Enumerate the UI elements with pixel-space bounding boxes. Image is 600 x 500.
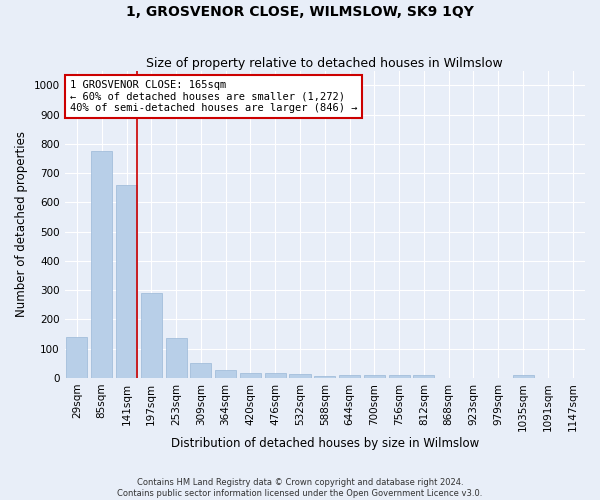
Text: Contains HM Land Registry data © Crown copyright and database right 2024.
Contai: Contains HM Land Registry data © Crown c…	[118, 478, 482, 498]
Bar	[190, 362, 211, 378]
Bar	[215, 370, 236, 378]
Bar	[364, 375, 385, 378]
Bar	[240, 372, 261, 378]
Bar	[389, 375, 410, 378]
Text: 1, GROSVENOR CLOSE, WILMSLOW, SK9 1QY: 1, GROSVENOR CLOSE, WILMSLOW, SK9 1QY	[126, 5, 474, 19]
Bar	[289, 374, 311, 378]
Text: 1 GROSVENOR CLOSE: 165sqm
← 60% of detached houses are smaller (1,272)
40% of se: 1 GROSVENOR CLOSE: 165sqm ← 60% of detac…	[70, 80, 357, 113]
Bar	[67, 337, 88, 378]
Bar	[314, 376, 335, 378]
Bar	[91, 151, 112, 378]
Bar	[141, 293, 162, 378]
X-axis label: Distribution of detached houses by size in Wilmslow: Distribution of detached houses by size …	[170, 437, 479, 450]
Bar	[339, 375, 360, 378]
Bar	[116, 185, 137, 378]
Bar	[512, 375, 533, 378]
Title: Size of property relative to detached houses in Wilmslow: Size of property relative to detached ho…	[146, 56, 503, 70]
Bar	[413, 376, 434, 378]
Y-axis label: Number of detached properties: Number of detached properties	[15, 131, 28, 318]
Bar	[265, 372, 286, 378]
Bar	[166, 338, 187, 378]
